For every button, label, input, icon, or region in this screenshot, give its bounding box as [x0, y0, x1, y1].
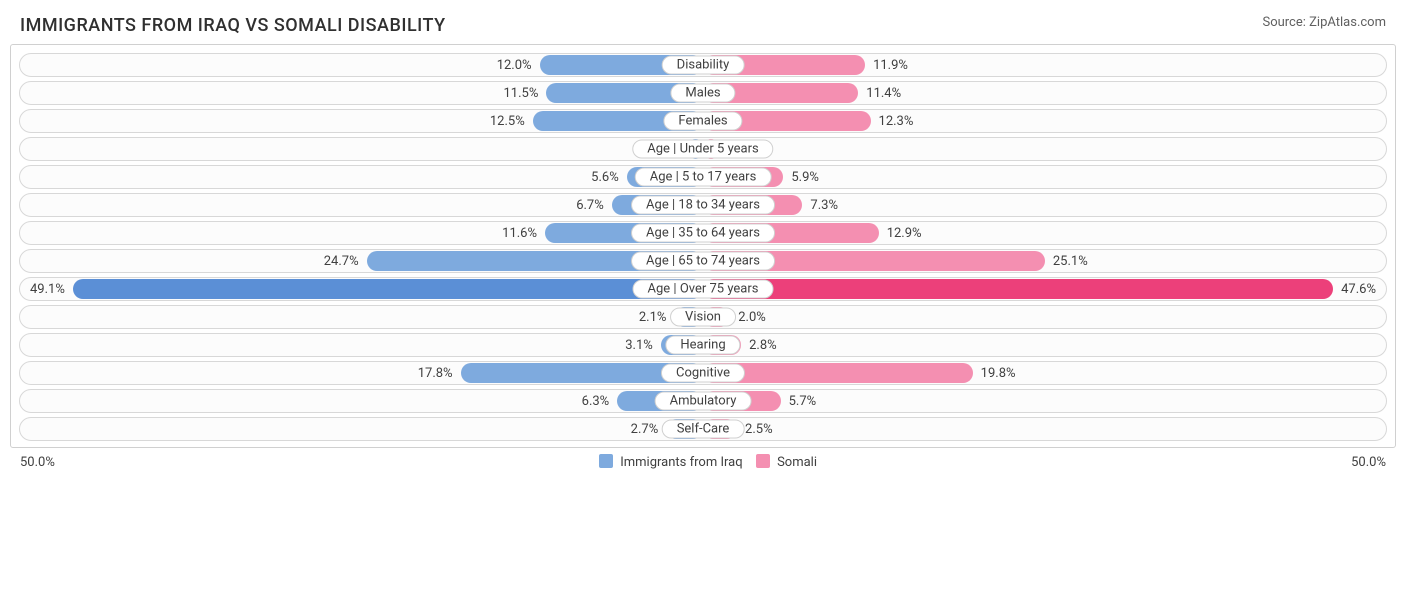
category-label: Males	[670, 84, 735, 103]
chart-row: 12.0% 11.9% Disability	[19, 53, 1387, 77]
legend: Immigrants from Iraq Somali	[55, 454, 1351, 470]
category-label: Age | 35 to 64 years	[631, 224, 775, 243]
category-label: Age | Under 5 years	[632, 140, 773, 159]
left-bar	[73, 279, 703, 299]
chart-footer: 50.0% Immigrants from Iraq Somali 50.0%	[10, 448, 1396, 470]
category-label: Vision	[670, 308, 736, 327]
left-half: 5.6%	[22, 167, 703, 187]
left-half: 24.7%	[22, 251, 703, 271]
right-value: 12.9%	[879, 226, 930, 241]
category-label: Hearing	[665, 336, 740, 355]
right-value: 12.3%	[871, 114, 922, 129]
left-value: 11.6%	[494, 226, 545, 241]
category-label: Age | 18 to 34 years	[631, 196, 775, 215]
right-value: 2.8%	[741, 338, 785, 353]
butterfly-chart: 12.0% 11.9% Disability 11.5% 11.4% Males 12.5%…	[10, 44, 1396, 448]
category-label: Age | 65 to 74 years	[631, 252, 775, 271]
right-value: 2.0%	[730, 310, 774, 325]
left-half: 6.3%	[22, 391, 703, 411]
right-value: 25.1%	[1045, 254, 1096, 269]
axis-right-max: 50.0%	[1351, 455, 1386, 470]
left-half: 12.5%	[22, 111, 703, 131]
left-value: 2.1%	[631, 310, 675, 325]
legend-swatch-left	[599, 454, 613, 468]
chart-source: Source: ZipAtlas.com	[1262, 15, 1386, 30]
chart-row: 6.3% 5.7% Ambulatory	[19, 389, 1387, 413]
category-label: Females	[663, 112, 742, 131]
left-value: 12.0%	[489, 58, 540, 73]
left-half: 6.7%	[22, 195, 703, 215]
chart-row: 11.5% 11.4% Males	[19, 81, 1387, 105]
right-value: 47.6%	[1333, 282, 1384, 297]
category-label: Cognitive	[661, 364, 745, 383]
chart-title: IMMIGRANTS FROM IRAQ VS SOMALI DISABILIT…	[20, 15, 446, 36]
chart-row: 2.1% 2.0%Vision	[19, 305, 1387, 329]
left-value: 6.3%	[574, 394, 618, 409]
left-value: 3.1%	[617, 338, 661, 353]
right-half: 2.5%	[703, 419, 1384, 439]
chart-row: 49.1% 47.6% Age | Over 75 years	[19, 277, 1387, 301]
category-label: Age | Over 75 years	[633, 280, 774, 299]
right-half: 12.9%	[703, 223, 1384, 243]
chart-row: 12.5% 12.3% Females	[19, 109, 1387, 133]
chart-row: 2.7% 2.5%Self-Care	[19, 417, 1387, 441]
chart-row: 24.7% 25.1% Age | 65 to 74 years	[19, 249, 1387, 273]
right-value: 7.3%	[802, 198, 846, 213]
left-half: 17.8%	[22, 363, 703, 383]
left-value: 49.1%	[22, 282, 73, 297]
left-half: 11.6%	[22, 223, 703, 243]
right-half: 11.9%	[703, 55, 1384, 75]
right-bar	[703, 279, 1333, 299]
right-half: 2.0%	[703, 307, 1384, 327]
right-half: 2.8%	[703, 335, 1384, 355]
right-value: 19.8%	[973, 366, 1024, 381]
left-value: 2.7%	[623, 422, 667, 437]
right-value: 11.9%	[865, 58, 916, 73]
right-half: 5.9%	[703, 167, 1384, 187]
right-value: 5.7%	[781, 394, 825, 409]
left-half: 11.5%	[22, 83, 703, 103]
legend-label-right: Somali	[777, 455, 817, 470]
left-value: 11.5%	[496, 86, 547, 101]
left-value: 6.7%	[568, 198, 612, 213]
chart-header: IMMIGRANTS FROM IRAQ VS SOMALI DISABILIT…	[10, 15, 1396, 44]
category-label: Age | 5 to 17 years	[635, 168, 772, 187]
chart-row: 11.6% 12.9% Age | 35 to 64 years	[19, 221, 1387, 245]
legend-swatch-right	[756, 454, 770, 468]
right-value: 11.4%	[858, 86, 909, 101]
right-half: 12.3%	[703, 111, 1384, 131]
category-label: Ambulatory	[655, 392, 752, 411]
chart-row: 1.1%1.2%Age | Under 5 years	[19, 137, 1387, 161]
right-half: 25.1%	[703, 251, 1384, 271]
left-value: 17.8%	[410, 366, 461, 381]
right-half: 47.6%	[703, 279, 1384, 299]
legend-label-left: Immigrants from Iraq	[620, 455, 742, 470]
left-value: 5.6%	[583, 170, 627, 185]
left-half: 2.1%	[22, 307, 703, 327]
right-half: 11.4%	[703, 83, 1384, 103]
left-half: 49.1%	[22, 279, 703, 299]
category-label: Self-Care	[662, 420, 745, 439]
left-half: 12.0%	[22, 55, 703, 75]
right-half: 19.8%	[703, 363, 1384, 383]
left-half: 3.1%	[22, 335, 703, 355]
chart-row: 5.6% 5.9% Age | 5 to 17 years	[19, 165, 1387, 189]
right-half: 5.7%	[703, 391, 1384, 411]
chart-row: 3.1% 2.8%Hearing	[19, 333, 1387, 357]
right-value: 5.9%	[783, 170, 827, 185]
left-half: 2.7%	[22, 419, 703, 439]
chart-row: 6.7% 7.3% Age | 18 to 34 years	[19, 193, 1387, 217]
category-label: Disability	[662, 56, 745, 75]
right-half: 1.2%	[703, 139, 1384, 159]
right-half: 7.3%	[703, 195, 1384, 215]
left-value: 12.5%	[482, 114, 533, 129]
axis-left-max: 50.0%	[20, 455, 55, 470]
left-half: 1.1%	[22, 139, 703, 159]
left-value: 24.7%	[316, 254, 367, 269]
chart-row: 17.8% 19.8% Cognitive	[19, 361, 1387, 385]
